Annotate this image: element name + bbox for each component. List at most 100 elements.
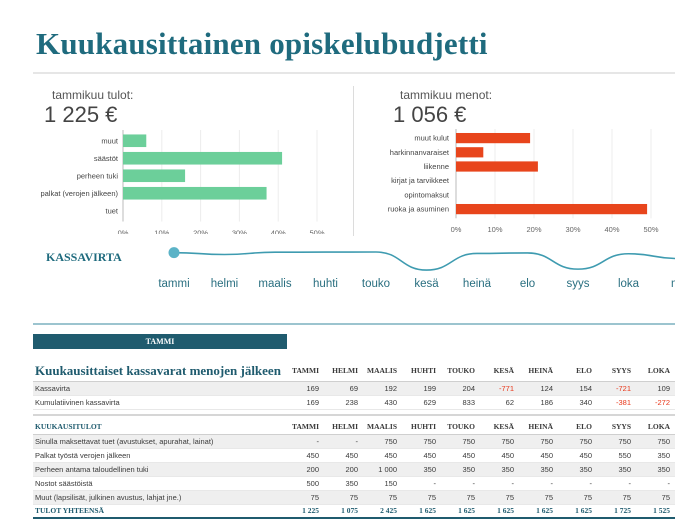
table-cell: 450 — [402, 448, 441, 463]
cashflow-month-label[interactable]: loka — [618, 278, 640, 290]
cashflow-month-label[interactable]: maalis — [258, 278, 291, 290]
total-cell: 1 225 — [285, 504, 324, 519]
income-tick-label: 10% — [154, 229, 169, 235]
row-label: Sinulla maksettavat tuet (avustukset, ap… — [33, 434, 285, 449]
month-tab[interactable]: TAMMI — [33, 334, 287, 349]
table-cell: 750 — [558, 434, 597, 449]
table-cell: 750 — [636, 434, 675, 449]
total-label: TULOT YHTEENSÄ — [33, 504, 285, 519]
table-cell: - — [324, 434, 363, 449]
cashflow-month-label[interactable]: ma — [671, 278, 675, 290]
table-cell: 750 — [519, 434, 558, 449]
table-cell: - — [441, 476, 480, 491]
table-cell: 154 — [558, 381, 597, 396]
table-cell: 750 — [441, 434, 480, 449]
table-cell: -721 — [597, 381, 636, 396]
month-header: SYYS — [597, 420, 636, 435]
row-label: Perheen antama taloudellinen tuki — [33, 462, 285, 477]
table-cell: 200 — [324, 462, 363, 477]
expenses-value: 1 056 € — [393, 102, 467, 127]
table-row: Muut (lapsilisät, julkinen avustus, lahj… — [33, 490, 675, 505]
cashflow-table: Kuukausittaiset kassavarat menojen jälke… — [33, 361, 675, 410]
expense-bar — [456, 132, 531, 144]
table-cell: 750 — [363, 434, 402, 449]
expense-tick-label: 20% — [526, 225, 541, 234]
table-cell: - — [285, 434, 324, 449]
table-cell: - — [558, 476, 597, 491]
cashflow-line-chart: tammi helmi maalis huhti touko kesä heinä elo sy… — [158, 247, 675, 290]
table-cell: 124 — [519, 381, 558, 396]
expense-category-label: muut kulut — [414, 134, 450, 143]
table-cell: -381 — [597, 395, 636, 410]
cashflow-month-label[interactable]: elo — [520, 278, 535, 290]
table-cell: 186 — [519, 395, 558, 410]
table-cell: 450 — [324, 448, 363, 463]
expense-category-label: liikenne — [424, 162, 449, 171]
expense-bar — [456, 161, 538, 172]
cashflow-month-label[interactable]: tammi — [158, 278, 189, 290]
income-bar — [123, 186, 267, 200]
table-cell: 75 — [363, 490, 402, 505]
table-cell: 109 — [636, 381, 675, 396]
table-cell: 450 — [285, 448, 324, 463]
table-cell: 629 — [402, 395, 441, 410]
table-cell: - — [480, 476, 519, 491]
month-header: SYYS — [597, 361, 636, 382]
total-cell: 1 625 — [402, 504, 441, 519]
table-cell: -771 — [480, 381, 519, 396]
cashflow-line — [173, 251, 675, 271]
month-header: TAMMI — [285, 420, 324, 435]
income-tick-label: 40% — [271, 229, 286, 235]
table-cell: 75 — [597, 490, 636, 505]
month-header: HELMI — [324, 420, 363, 435]
table-row: Kassavirta 169 69 192 199 204 -771 124 154 -721 10… — [33, 381, 675, 396]
table-cell: 450 — [480, 448, 519, 463]
table-cell: 750 — [480, 434, 519, 449]
cashflow-month-label[interactable]: syys — [567, 278, 590, 290]
income-label: tammikuu tulot: — [52, 88, 134, 102]
cashflow-month-label[interactable]: kesä — [414, 278, 439, 290]
table-cell: 450 — [519, 448, 558, 463]
expense-tick-label: 30% — [565, 225, 580, 234]
table-cell: 1 000 — [363, 462, 402, 477]
month-header: KESÄ — [480, 361, 519, 382]
cashflow-month-label[interactable]: heinä — [463, 278, 492, 290]
table-row: Perheen antama taloudellinen tuki 200 200 1… — [33, 462, 675, 477]
table-row: Palkat työstä verojen jälkeen 450 450 450 45… — [33, 448, 675, 463]
table-cell: 75 — [558, 490, 597, 505]
expense-bar — [456, 147, 484, 158]
month-header: HUHTI — [402, 361, 441, 382]
income-table-title: KUUKAUSITULOT — [33, 420, 285, 435]
cashflow-month-label[interactable]: helmi — [211, 278, 238, 290]
cashflow-current-marker[interactable] — [168, 247, 180, 259]
section-divider — [353, 86, 354, 236]
table-row: Nostot säästöistä 500 350 150- - - - - - - — [33, 476, 675, 491]
cashflow-month-label[interactable]: touko — [362, 278, 390, 290]
month-header: MAALIS — [363, 420, 402, 435]
cashflow-month-label[interactable]: huhti — [313, 278, 338, 290]
total-cell: 1 075 — [324, 504, 363, 519]
expense-category-label: opintomaksut — [404, 190, 450, 199]
table-cell: 350 — [324, 476, 363, 491]
row-label: Muut (lapsilisät, julkinen avustus, lahj… — [33, 490, 285, 505]
expense-tick-label: 40% — [604, 225, 619, 234]
month-header: ELO — [558, 420, 597, 435]
table-cell: 350 — [480, 462, 519, 477]
total-cell: 1 525 — [636, 504, 675, 519]
income-category-label: palkat (verojen jälkeen) — [40, 189, 118, 198]
table-cell: 750 — [597, 434, 636, 449]
table-cell: 75 — [285, 490, 324, 505]
expense-tick-label: 0% — [451, 225, 462, 234]
income-value: 1 225 € — [44, 102, 118, 127]
table-cell: 75 — [519, 490, 558, 505]
table-cell: 75 — [480, 490, 519, 505]
month-header: TOUKO — [441, 420, 480, 435]
month-header: HELMI — [324, 361, 363, 382]
table-cell: 350 — [402, 462, 441, 477]
table-cell: 350 — [558, 462, 597, 477]
income-category-label: perheen tuki — [77, 171, 119, 180]
income-category-label: säästöt — [94, 154, 119, 163]
cashflow-title: KASSAVIRTA — [46, 250, 122, 264]
table-cell: 69 — [324, 381, 363, 396]
row-label: Palkat työstä verojen jälkeen — [33, 448, 285, 463]
